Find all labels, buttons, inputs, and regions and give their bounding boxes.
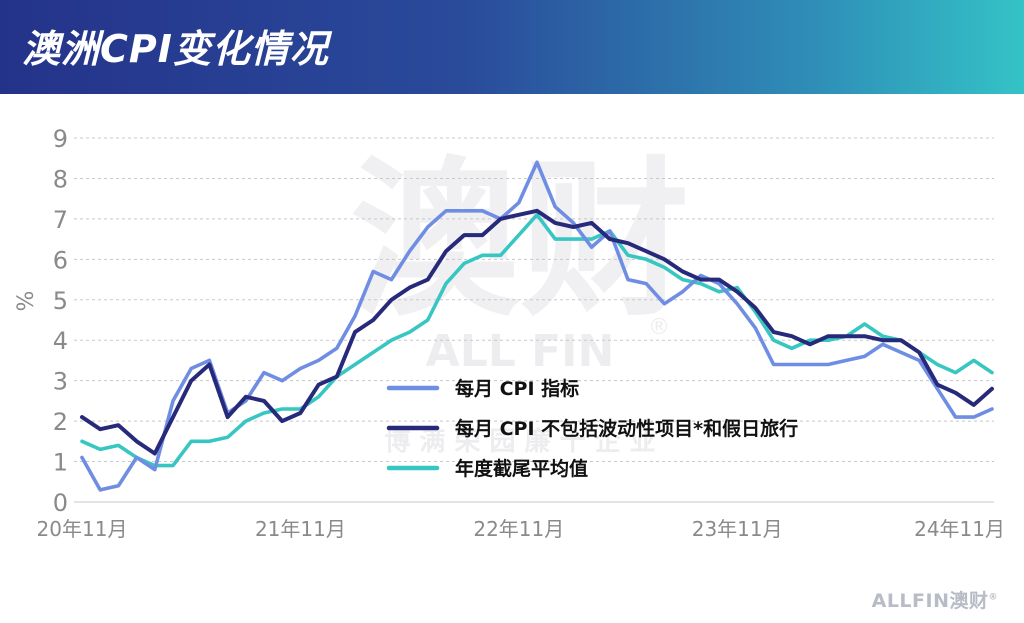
y-tick-label: 8	[53, 165, 68, 193]
y-axis-label: %	[14, 291, 39, 312]
watermark-latin-text: ALL FIN	[426, 326, 615, 377]
x-tick-label: 23年11月	[692, 517, 783, 541]
x-tick-label: 20年11月	[37, 517, 128, 541]
y-tick-label: 6	[53, 246, 68, 274]
watermark-slogan: 博 满 荣 园 廉 十 企 业	[384, 426, 655, 457]
y-tick-label: 0	[53, 489, 68, 517]
y-tick-label: 3	[53, 368, 68, 396]
watermark-mark: ®	[648, 315, 670, 340]
brand-name: ALLFIN澳财	[871, 590, 989, 612]
brand-mark: ®	[988, 592, 998, 603]
watermark-big-text: 澳财	[350, 142, 690, 340]
y-tick-label: 2	[53, 408, 68, 436]
y-tick-label: 7	[53, 206, 68, 234]
legend-label-3: 年度截尾平均值	[455, 457, 588, 480]
x-axis-ticks: 20年11月 21年11月 22年11月 23年11月 24年11月	[37, 517, 1005, 541]
y-tick-label: 5	[53, 287, 68, 315]
brand-logo: ALLFIN澳财®	[872, 586, 998, 613]
y-tick-label: 9	[53, 125, 68, 153]
y-tick-label: 1	[53, 449, 68, 477]
header-banner: 澳洲CPI变化情况	[0, 0, 1024, 94]
watermark: 澳财 ALL FIN ® 博 满 荣 园 廉 十 企 业	[350, 142, 690, 457]
legend-label-2: 每月 CPI 不包括波动性项目*和假日旅行	[455, 417, 798, 440]
y-gridlines	[74, 137, 994, 503]
x-tick-label: 21年11月	[255, 517, 346, 541]
cpi-line-chart: 澳财 ALL FIN ® 博 满 荣 园 廉 十 企 业 0123456789 …	[14, 125, 1005, 541]
series-lines	[80, 160, 994, 492]
legend-label-1: 每月 CPI 指标	[455, 377, 579, 400]
x-tick-label: 22年11月	[473, 517, 564, 541]
series-line-2	[80, 208, 994, 456]
page-title: 澳洲CPI变化情况	[22, 27, 329, 71]
x-tick-label: 24年11月	[914, 517, 1005, 541]
y-axis-ticks: 0 1 2 3 4 5 6 7 8 9	[53, 125, 68, 517]
y-tick-label: 4	[53, 327, 68, 355]
